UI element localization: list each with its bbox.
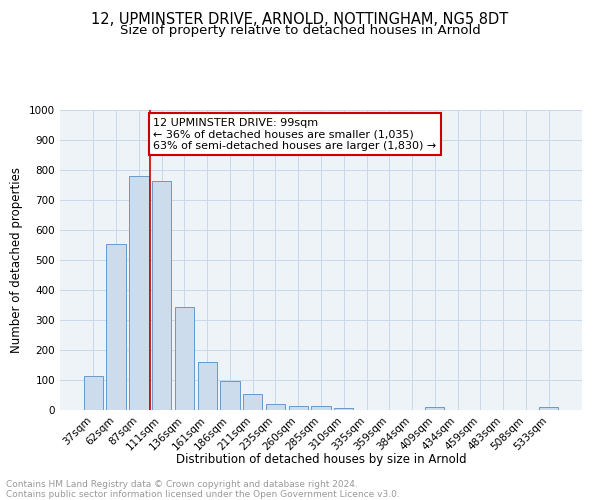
Bar — [311, 406, 331, 410]
Y-axis label: Number of detached properties: Number of detached properties — [10, 167, 23, 353]
Text: 12, UPMINSTER DRIVE, ARNOLD, NOTTINGHAM, NG5 8DT: 12, UPMINSTER DRIVE, ARNOLD, NOTTINGHAM,… — [91, 12, 509, 28]
Text: 12 UPMINSTER DRIVE: 99sqm
← 36% of detached houses are smaller (1,035)
63% of se: 12 UPMINSTER DRIVE: 99sqm ← 36% of detac… — [153, 118, 436, 150]
Bar — [129, 176, 149, 410]
Bar — [243, 394, 262, 410]
Bar — [266, 404, 285, 410]
Text: Contains HM Land Registry data © Crown copyright and database right 2024.
Contai: Contains HM Land Registry data © Crown c… — [6, 480, 400, 499]
Bar — [106, 244, 126, 410]
Bar — [152, 181, 172, 410]
Bar — [84, 376, 103, 410]
Bar — [197, 362, 217, 410]
Text: Size of property relative to detached houses in Arnold: Size of property relative to detached ho… — [119, 24, 481, 37]
Bar — [175, 306, 194, 410]
Bar — [220, 381, 239, 410]
Bar — [334, 408, 353, 410]
Bar — [539, 407, 558, 410]
Bar — [289, 406, 308, 410]
Text: Distribution of detached houses by size in Arnold: Distribution of detached houses by size … — [176, 452, 466, 466]
Bar — [425, 407, 445, 410]
